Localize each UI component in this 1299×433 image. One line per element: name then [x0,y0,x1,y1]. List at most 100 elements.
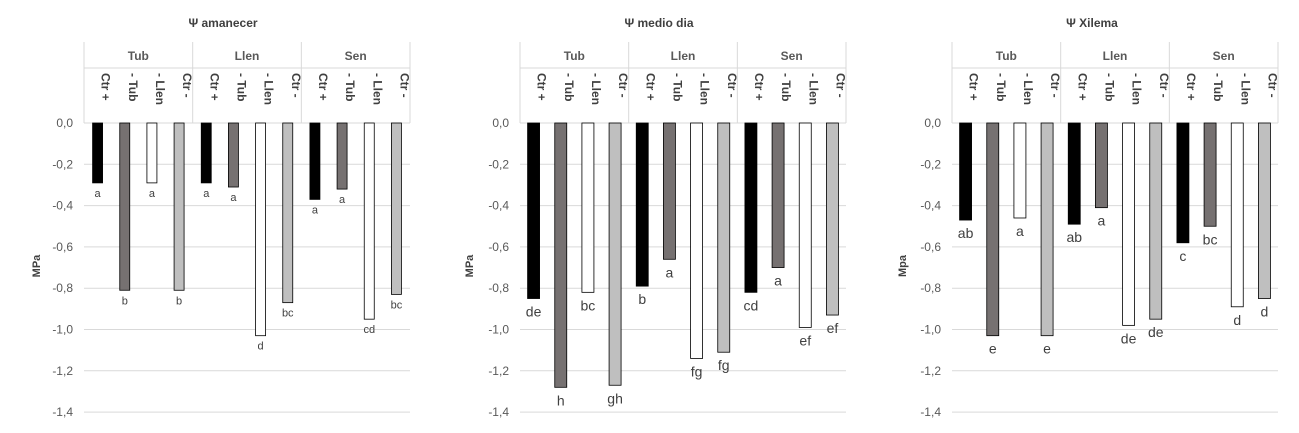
category-label: - Llen [698,73,712,105]
significance-label: bc [1203,231,1218,247]
y-axis-label: MPa [31,254,43,278]
significance-label: a [203,188,210,200]
y-axis-label: MPa [464,254,476,278]
category-label: Ctr - [289,73,303,98]
significance-label: bc [391,299,403,311]
significance-label: ef [827,320,839,336]
y-tick-label: -0,8 [920,281,941,295]
significance-label: ab [958,225,974,241]
bar [309,122,321,200]
significance-label: h [557,392,565,408]
bar [255,122,266,337]
bar [663,122,676,260]
bar [1258,122,1271,299]
y-tick-label: -1,0 [488,323,509,337]
bar [608,122,622,386]
bar [986,122,1000,337]
y-tick-label: -1,2 [920,364,941,378]
significance-label: cd [363,324,375,336]
chart-xilema: Ψ Xilema Mpa 0,0 -0,2 -0,4 -0,6 -0,8 -1,0 -1,2… [866,0,1296,433]
category-label: Ctr - [1048,73,1062,98]
category-label: Ctr + [207,73,221,101]
significance-label: d [1261,304,1269,320]
category-label: - Tub [670,73,684,101]
group-label: Tub [996,49,1017,63]
bar [1040,122,1054,337]
category-label: Ctr + [535,73,549,101]
significance-label: a [312,204,319,216]
significance-label: a [95,188,102,200]
significance-label: b [176,295,182,307]
category-label: Ctr + [967,73,981,101]
bar [744,122,758,293]
y-tick-label: -0,4 [920,199,941,213]
chart-xilema-svg: Ψ Xilema Mpa 0,0 -0,2 -0,4 -0,6 -0,8 -1,0 -1,2… [897,16,1279,419]
significance-label: bc [282,308,294,320]
bar [798,122,812,328]
category-label: Ctr - [180,73,194,98]
category-label: - Tub [994,73,1008,101]
y-tick-label: -1,4 [52,405,73,419]
significance-label: a [1016,223,1024,239]
category-label: - Llen [806,73,820,105]
category-label: Ctr + [99,73,113,101]
bar [173,122,185,291]
bar [228,122,239,188]
y-tick-label: 0,0 [924,116,941,130]
category-label: Ctr + [752,73,766,101]
significance-label: cd [744,297,759,313]
group-label: Llen [235,49,260,63]
bar [146,122,158,184]
bar [826,122,839,316]
y-axis-label: Mpa [897,254,909,277]
bar [1013,122,1027,219]
significance-label: ef [799,332,811,348]
significance-label: bc [581,297,596,313]
y-tick-label: -0,4 [52,199,73,213]
category-label: Ctr - [1265,73,1279,98]
category-label: Ctr + [1075,73,1089,101]
category-label: - Tub [779,73,793,101]
bar [959,122,972,221]
significance-label: fg [718,357,730,373]
y-tick-label: -0,6 [52,240,73,254]
significance-label: a [774,273,782,289]
bar [1095,122,1108,209]
group-label: Sen [1213,49,1235,63]
significance-label: de [1121,330,1137,346]
group-label: Tub [128,49,149,63]
category-label: - Llen [1130,73,1144,105]
category-label: - Tub [126,73,140,101]
chart-medio-dia-svg: Ψ medio dia MPa 0,0 -0,2 -0,4 -0,6 -0,8 -1,0 -… [464,16,847,419]
significance-label: c [1179,248,1186,264]
category-label: - Tub [1211,73,1225,101]
y-tick-label: -0,2 [488,157,509,171]
bar [554,122,568,388]
y-tick-label: -0,8 [488,281,509,295]
significance-label: fg [691,363,703,379]
y-tick-label: -1,2 [52,364,73,378]
category-label: - Llen [1238,73,1252,105]
bar [1067,122,1081,225]
category-label: Ctr + [643,73,657,101]
bar [717,122,731,353]
category-label: Ctr - [397,73,411,98]
significance-label: b [638,291,646,307]
significance-label: de [526,304,542,320]
bar [119,122,131,291]
significance-label: de [1148,324,1164,340]
y-tick-label: -0,8 [52,281,73,295]
bar [282,122,294,304]
y-tick-label: -0,2 [920,157,941,171]
significance-label: d [1233,312,1241,328]
group-label: Sen [345,49,367,63]
y-tick-label: -1,4 [920,405,941,419]
category-label: Ctr + [316,73,330,101]
significance-label: e [1043,341,1051,357]
bar [200,122,212,184]
significance-label: a [149,188,156,200]
group-label: Tub [564,49,585,63]
category-label: - Llen [370,73,384,105]
group-label: Sen [781,49,803,63]
y-tick-label: -1,0 [920,323,941,337]
